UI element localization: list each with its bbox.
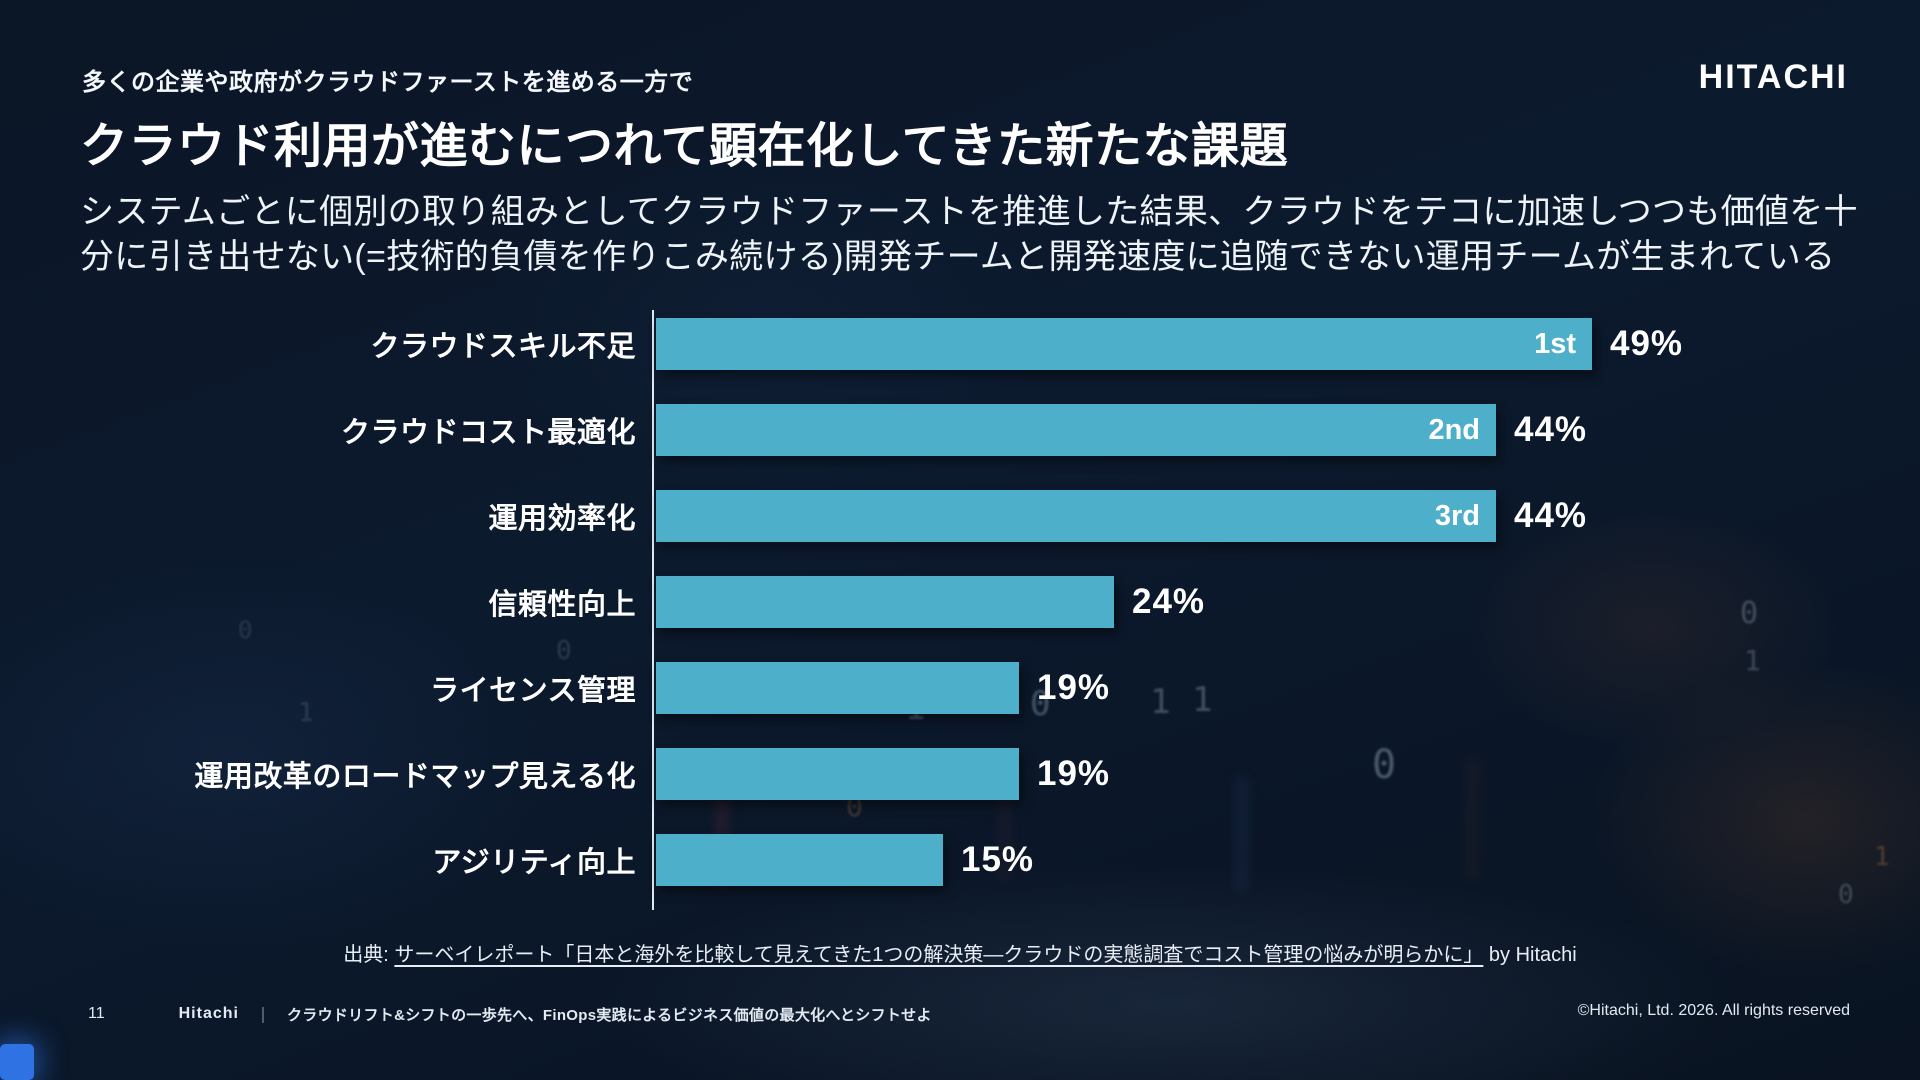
category-label: ライセンス管理	[430, 675, 636, 707]
copyright-text: ©Hitachi, Ltd. 2026. All rights reserved	[1577, 1002, 1850, 1019]
category-label: 信頼性向上	[488, 589, 636, 621]
footer: 11 Hitachi ｜ クラウドリフト&シフトの一歩先へ、FinOps実践によ…	[88, 1002, 932, 1026]
chart-row: ライセンス管理 19%	[80, 662, 1880, 714]
bar-area: 3rd 44%	[656, 490, 1880, 542]
value-label: 19%	[1037, 668, 1111, 707]
value-label: 24%	[1132, 582, 1206, 621]
chart-row: アジリティ向上 15%	[80, 834, 1880, 886]
hitachi-logo: HITACHI	[1698, 58, 1848, 96]
bar-area: 24%	[656, 576, 1880, 628]
footer-brand: Hitachi	[178, 1005, 239, 1022]
bar-area: 2nd 44%	[656, 404, 1880, 456]
bar-area: 15%	[656, 834, 1880, 886]
source-line: 出典: サーベイレポート「日本と海外を比較して見えてきた1つの解決策―クラウドの…	[0, 938, 1920, 967]
bar	[656, 576, 1114, 628]
value-label: 44%	[1514, 496, 1588, 535]
bar	[656, 662, 1019, 714]
bar	[656, 748, 1019, 800]
subtitle-text: システムごとに個別の取り組みとしてクラウドファーストを推進した結果、クラウドをテ…	[80, 193, 1858, 276]
bar-chart: クラウドスキル不足 1st 49% クラウドコスト最適化 2nd 44% 運用効…	[80, 318, 1880, 886]
page-number: 11	[88, 1005, 105, 1022]
chart-row: 運用改革のロードマップ見える化 19%	[80, 748, 1880, 800]
chart-axis-line	[652, 310, 654, 910]
bar: 3rd	[656, 490, 1496, 542]
source-prefix: 出典:	[343, 944, 395, 966]
source-link[interactable]: サーベイレポート「日本と海外を比較して見えてきた1つの解決策―クラウドの実態調査…	[394, 944, 1484, 966]
bar: 2nd	[656, 404, 1496, 456]
page-title: クラウド利用が進むにつれて顕在化してきた新たな課題	[80, 120, 1289, 173]
kicker-text: 多くの企業や政府がクラウドファーストを進める一方で	[82, 69, 694, 96]
source-suffix: by Hitachi	[1483, 944, 1577, 966]
category-label: 運用改革のロードマップ見える化	[194, 761, 636, 793]
category-label: クラウドスキル不足	[370, 331, 636, 363]
bar-area: 19%	[656, 662, 1880, 714]
chart-row: 信頼性向上 24%	[80, 576, 1880, 628]
value-label: 49%	[1610, 324, 1684, 363]
rank-badge: 3rd	[1434, 499, 1480, 532]
chart-row: クラウドコスト最適化 2nd 44%	[80, 404, 1880, 456]
value-label: 19%	[1037, 754, 1111, 793]
category-label: 運用効率化	[488, 503, 636, 535]
footer-tagline: クラウドリフト&シフトの一歩先へ、FinOps実践によるビジネス価値の最大化へと…	[286, 1006, 932, 1024]
footer-separator: ｜	[254, 1008, 271, 1025]
value-label: 44%	[1514, 410, 1588, 449]
rank-badge: 2nd	[1428, 413, 1480, 446]
bar-area: 1st 49%	[656, 318, 1880, 370]
value-label: 15%	[961, 840, 1035, 879]
chart-row: クラウドスキル不足 1st 49%	[80, 318, 1880, 370]
bar	[656, 834, 943, 886]
category-label: アジリティ向上	[432, 847, 636, 879]
bar-area: 19%	[656, 748, 1880, 800]
corner-blue-accent	[0, 1044, 34, 1080]
rank-badge: 1st	[1534, 327, 1576, 360]
category-label: クラウドコスト最適化	[340, 417, 636, 449]
bar: 1st	[656, 318, 1592, 370]
chart-row: 運用効率化 3rd 44%	[80, 490, 1880, 542]
